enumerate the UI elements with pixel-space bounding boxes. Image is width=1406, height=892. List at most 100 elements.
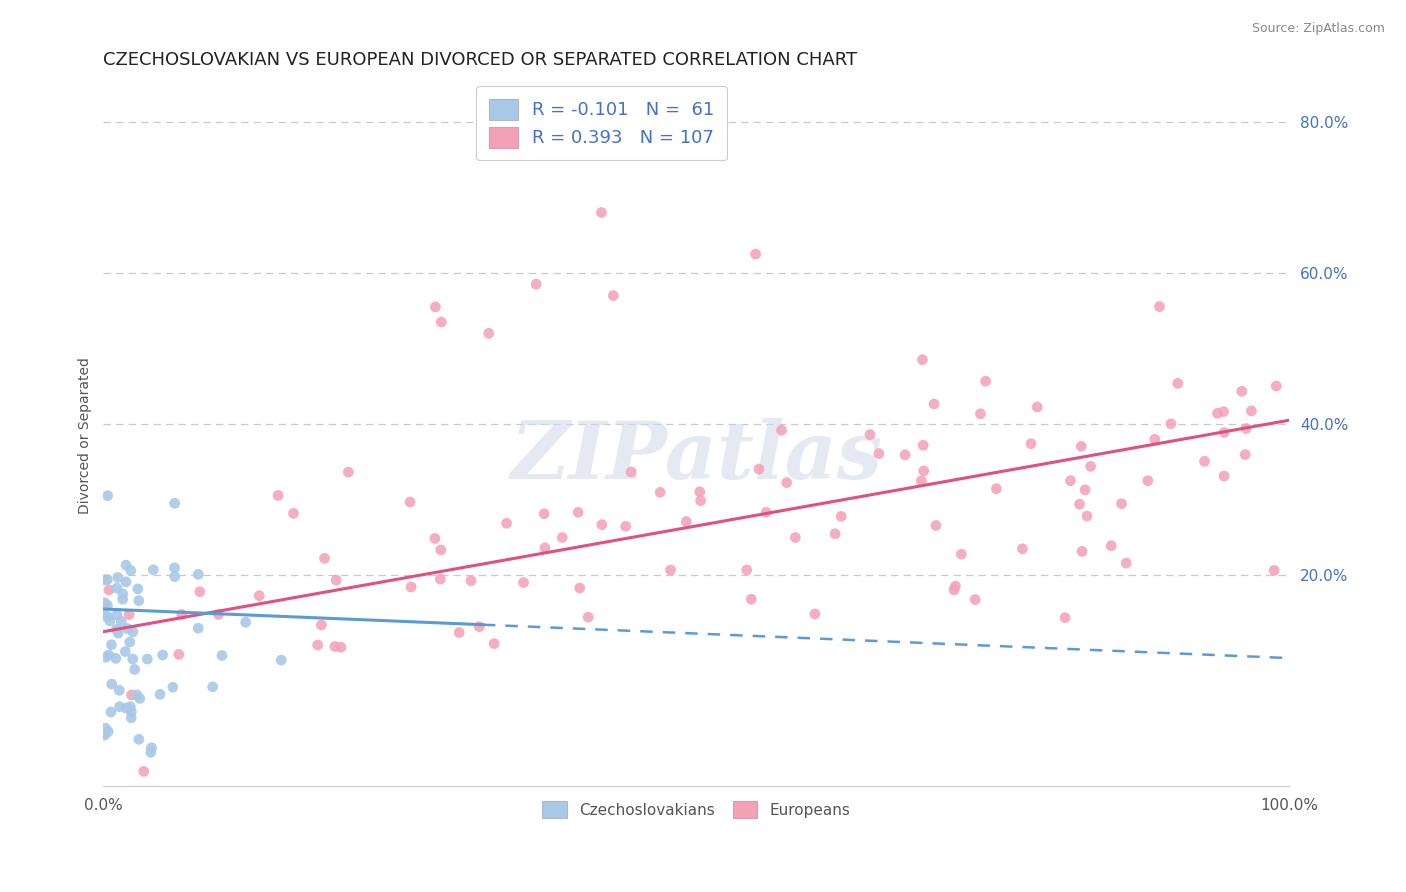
- Point: [170, 607, 193, 622]
- Point: [1099, 539, 1122, 553]
- Point: [576, 610, 599, 624]
- Point: [740, 592, 762, 607]
- Point: [755, 505, 778, 519]
- Point: [115, 558, 138, 573]
- Point: [495, 516, 517, 531]
- Point: [107, 626, 129, 640]
- Point: [121, 688, 143, 702]
- Point: [93, 609, 115, 624]
- Point: [163, 569, 186, 583]
- Point: [1160, 417, 1182, 431]
- Point: [98, 614, 121, 628]
- Point: [152, 648, 174, 662]
- Point: [912, 438, 935, 452]
- Point: [534, 541, 557, 555]
- Point: [1115, 556, 1137, 570]
- Point: [568, 581, 591, 595]
- Point: [110, 614, 132, 628]
- Point: [425, 300, 447, 314]
- Point: [162, 680, 184, 694]
- Point: [105, 581, 128, 595]
- Point: [429, 572, 451, 586]
- Point: [128, 691, 150, 706]
- Point: [1213, 425, 1236, 440]
- Point: [1076, 509, 1098, 524]
- Point: [121, 652, 143, 666]
- Point: [283, 507, 305, 521]
- Point: [1071, 544, 1094, 558]
- Point: [1206, 406, 1229, 420]
- Point: [124, 662, 146, 676]
- Point: [868, 446, 890, 460]
- Point: [94, 650, 117, 665]
- Point: [1019, 436, 1042, 450]
- Point: [201, 680, 224, 694]
- Point: [117, 622, 139, 636]
- Point: [533, 507, 555, 521]
- Point: [735, 563, 758, 577]
- Point: [1011, 541, 1033, 556]
- Point: [187, 567, 209, 582]
- Point: [307, 638, 329, 652]
- Point: [1212, 404, 1234, 418]
- Point: [551, 531, 574, 545]
- Point: [337, 465, 360, 479]
- Point: [399, 580, 422, 594]
- Point: [311, 618, 333, 632]
- Point: [108, 683, 131, 698]
- Point: [986, 482, 1008, 496]
- Point: [512, 575, 534, 590]
- Point: [1167, 376, 1189, 391]
- Point: [1054, 610, 1077, 624]
- Point: [785, 531, 807, 545]
- Point: [107, 570, 129, 584]
- Point: [1059, 474, 1081, 488]
- Point: [430, 542, 453, 557]
- Point: [120, 705, 142, 719]
- Legend: Czechoslovakians, Europeans: Czechoslovakians, Europeans: [536, 795, 856, 824]
- Point: [482, 637, 505, 651]
- Point: [115, 574, 138, 589]
- Point: [211, 648, 233, 663]
- Point: [247, 589, 270, 603]
- Point: [139, 745, 162, 759]
- Point: [744, 247, 766, 261]
- Point: [859, 427, 882, 442]
- Point: [105, 622, 128, 636]
- Point: [235, 615, 257, 630]
- Point: [591, 205, 613, 219]
- Point: [207, 607, 229, 622]
- Text: ZIPatlas: ZIPatlas: [510, 417, 883, 495]
- Point: [950, 547, 973, 561]
- Point: [120, 711, 142, 725]
- Point: [323, 640, 346, 654]
- Point: [120, 564, 142, 578]
- Point: [93, 596, 115, 610]
- Text: Source: ZipAtlas.com: Source: ZipAtlas.com: [1251, 22, 1385, 36]
- Point: [1111, 497, 1133, 511]
- Point: [1069, 497, 1091, 511]
- Point: [945, 579, 967, 593]
- Point: [267, 488, 290, 502]
- Point: [125, 688, 148, 702]
- Point: [602, 288, 624, 302]
- Point: [650, 485, 672, 500]
- Point: [1070, 439, 1092, 453]
- Point: [430, 315, 453, 329]
- Point: [614, 519, 637, 533]
- Point: [118, 607, 141, 622]
- Point: [659, 563, 682, 577]
- Point: [620, 465, 643, 479]
- Point: [1234, 421, 1257, 435]
- Y-axis label: Divorced or Separated: Divorced or Separated: [79, 357, 93, 514]
- Point: [127, 582, 149, 596]
- Point: [111, 592, 134, 607]
- Point: [1194, 454, 1216, 468]
- Point: [748, 462, 770, 476]
- Point: [270, 653, 292, 667]
- Point: [925, 518, 948, 533]
- Point: [122, 624, 145, 639]
- Point: [894, 448, 917, 462]
- Point: [689, 493, 711, 508]
- Point: [118, 635, 141, 649]
